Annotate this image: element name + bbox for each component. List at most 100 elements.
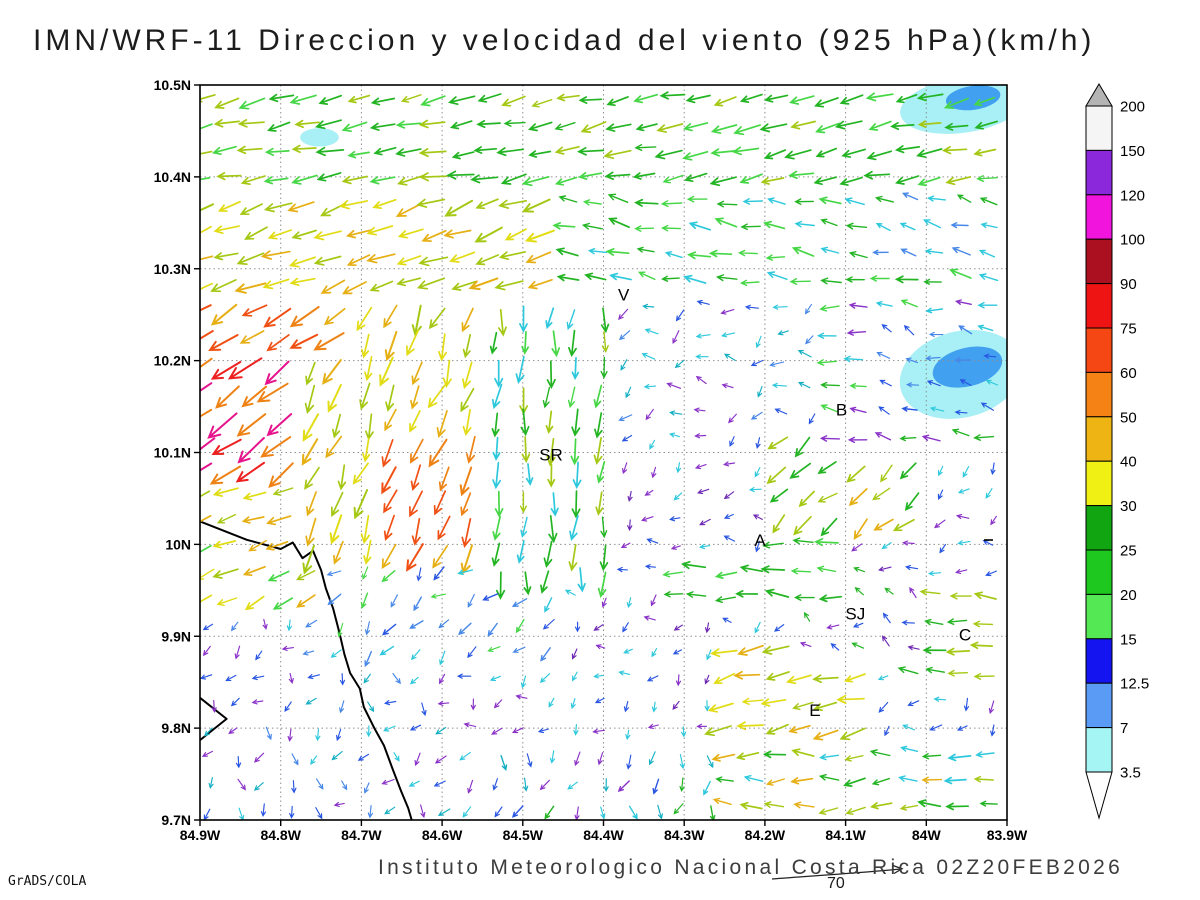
- wind-vector-arrow: [512, 646, 526, 653]
- wind-vector-arrow: [616, 566, 628, 573]
- wind-vector-arrow: [723, 535, 736, 542]
- wind-vector-arrow: [519, 491, 527, 514]
- wind-vector-arrow: [925, 666, 945, 674]
- wind-vector-arrow: [627, 519, 633, 532]
- wind-vector-arrow: [347, 94, 371, 104]
- wind-vector-arrow: [874, 195, 894, 203]
- coastline: [200, 697, 228, 741]
- wind-vector-arrow: [364, 621, 371, 636]
- wind-vector-arrow: [545, 410, 554, 435]
- wind-vector-arrow: [683, 274, 707, 284]
- wind-vector-arrow: [923, 618, 944, 626]
- wind-vector-arrow: [366, 725, 372, 738]
- wind-vector-arrow: [265, 540, 289, 551]
- wind-vector-arrow: [395, 202, 423, 217]
- wind-vector-arrow: [254, 752, 265, 763]
- wind-vector-arrow: [571, 357, 580, 381]
- wind-vector-arrow: [773, 624, 785, 632]
- wind-vector-arrow: [972, 620, 994, 628]
- wind-vector-arrow: [213, 118, 240, 128]
- wind-vector-arrow: [416, 277, 446, 290]
- wind-vector-arrow: [643, 383, 657, 390]
- wind-vector-arrow: [281, 645, 294, 652]
- wind-vector-arrow: [551, 330, 561, 358]
- wind-vector-arrow: [492, 436, 501, 461]
- colorbar-segment: [1085, 149, 1113, 196]
- wind-vector-arrow: [651, 648, 658, 658]
- wind-vector-arrow: [763, 149, 787, 160]
- wind-vector-arrow: [238, 97, 266, 110]
- wind-vector-arrow: [819, 435, 841, 442]
- wind-vector-arrow: [305, 697, 317, 705]
- wind-vector-arrow: [341, 121, 368, 133]
- wind-vector-arrow: [524, 229, 555, 243]
- wind-vector-arrow: [289, 94, 317, 105]
- wind-vector-arrow: [409, 724, 422, 731]
- wind-vector-arrow: [315, 146, 345, 157]
- wind-vector-arrow: [599, 544, 609, 572]
- wind-vector-arrow: [818, 807, 839, 815]
- wind-vector-arrow: [288, 672, 294, 685]
- wind-vector-arrow: [848, 488, 868, 506]
- wind-vector-arrow: [316, 778, 324, 790]
- wind-vector-arrow: [466, 435, 476, 464]
- wind-vector-arrow: [919, 588, 941, 596]
- wind-vector-arrow: [924, 248, 944, 255]
- wind-vector-arrow: [844, 673, 866, 683]
- wind-vector-arrow: [945, 176, 972, 186]
- wind-vector-arrow: [339, 673, 346, 686]
- wind-vector-arrow: [204, 727, 213, 737]
- wind-vector-arrow: [849, 406, 867, 413]
- wind-vector-arrow: [200, 255, 214, 261]
- wind-vector-arrow: [474, 226, 503, 243]
- wind-vector-arrow: [458, 622, 472, 636]
- wind-vector-arrow: [268, 93, 295, 103]
- wind-vector-arrow: [540, 570, 550, 594]
- wind-vector-arrow: [626, 597, 632, 609]
- wind-vector-arrow: [902, 724, 916, 731]
- wind-vector-arrow: [516, 540, 525, 564]
- wind-vector-arrow: [531, 99, 553, 108]
- wind-vector-arrow: [459, 751, 471, 761]
- wind-vector-arrow: [740, 223, 761, 231]
- wind-vector-arrow: [302, 413, 320, 442]
- wind-vector-arrow: [217, 200, 241, 212]
- wind-vector-arrow: [427, 384, 446, 409]
- wind-vector-arrow: [573, 724, 579, 736]
- wind-vector-arrow: [937, 465, 944, 477]
- wind-vector-arrow: [336, 728, 342, 742]
- wind-vector-arrow: [654, 149, 683, 160]
- wind-vector-arrow: [648, 751, 656, 766]
- wind-vector-arrow: [260, 250, 291, 260]
- wind-vector-arrow: [990, 462, 996, 476]
- wind-vector-arrow: [881, 324, 892, 333]
- colorbar-level-label: 90: [1120, 276, 1137, 293]
- colorbar-segment: [1085, 727, 1113, 773]
- wind-vector-arrow: [492, 461, 502, 490]
- wind-vector-arrow: [577, 146, 605, 156]
- wind-vector-arrow: [623, 648, 633, 654]
- wind-vector-arrow: [451, 280, 477, 291]
- wind-speed-shading: [945, 85, 1001, 111]
- wind-vector-arrow: [951, 428, 970, 437]
- wind-vector-arrow: [370, 97, 396, 106]
- wind-vector-arrow: [593, 673, 604, 679]
- wind-vector-arrow: [511, 598, 528, 608]
- wind-vector-arrow: [848, 251, 868, 259]
- wind-vector-arrow: [262, 278, 290, 290]
- wind-vector-arrow: [494, 359, 504, 388]
- wind-vector-arrow: [528, 150, 552, 158]
- wind-vector-arrow: [248, 539, 267, 552]
- wind-vector-arrow: [869, 275, 890, 282]
- wind-vector-arrow: [467, 646, 477, 659]
- wind-vector-arrow: [353, 489, 369, 520]
- wind-vector-arrow: [544, 805, 555, 820]
- wind-vector-arrow: [200, 225, 212, 234]
- wind-vector-arrow: [267, 570, 290, 582]
- wind-vector-arrow: [554, 145, 580, 155]
- wind-vector-arrow: [729, 436, 735, 447]
- wind-vector-arrow: [651, 701, 657, 713]
- wind-vector-arrow: [433, 780, 446, 787]
- wind-vector-arrow: [812, 674, 839, 684]
- wind-vector-arrow: [772, 514, 786, 534]
